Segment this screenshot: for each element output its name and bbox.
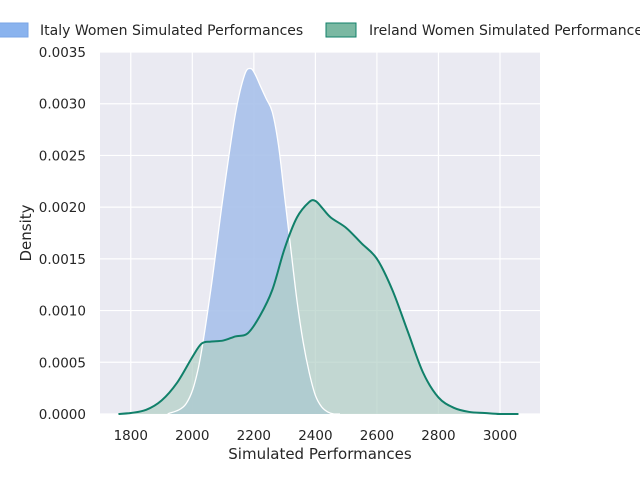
- x-tick-label: 1800: [114, 428, 148, 444]
- x-tick-label: 2600: [360, 428, 394, 444]
- y-tick-labels: 0.0000 0.0005 0.0010 0.0015 0.0020 0.0025 0.00…: [39, 45, 86, 423]
- y-tick-label: 0.0025: [39, 148, 86, 164]
- legend-swatch-ireland: [325, 22, 357, 38]
- x-tick-label: 2400: [298, 428, 332, 444]
- y-axis-label: Density: [17, 204, 35, 261]
- x-tick-label: 3000: [483, 428, 517, 444]
- density-areas: [118, 67, 519, 416]
- legend-swatch-italy: [0, 22, 29, 38]
- x-axis-label: Simulated Performances: [228, 445, 412, 463]
- y-tick-label: 0.0015: [39, 252, 86, 268]
- x-tick-label: 2200: [237, 428, 271, 444]
- legend-label-italy: Italy Women Simulated Performances: [40, 23, 303, 39]
- y-tick-label: 0.0000: [39, 407, 86, 423]
- density-line-ireland: [118, 199, 519, 416]
- legend-label-ireland: Ireland Women Simulated Performances: [369, 23, 640, 39]
- y-tick-label: 0.0005: [39, 355, 86, 371]
- x-tick-labels: 1800 2000 2200 2400 2600 2800 3000: [114, 428, 518, 444]
- y-tick-label: 0.0010: [39, 304, 86, 320]
- y-tick-label: 0.0020: [39, 200, 86, 216]
- density-line-italy: [167, 67, 340, 415]
- x-tick-label: 2800: [421, 428, 455, 444]
- y-tick-label: 0.0035: [39, 45, 86, 61]
- density-area-ireland: [118, 200, 519, 414]
- x-tick-label: 2000: [175, 428, 209, 444]
- legend: Italy Women Simulated Performances Irela…: [0, 22, 640, 39]
- y-tick-label: 0.0030: [39, 97, 86, 113]
